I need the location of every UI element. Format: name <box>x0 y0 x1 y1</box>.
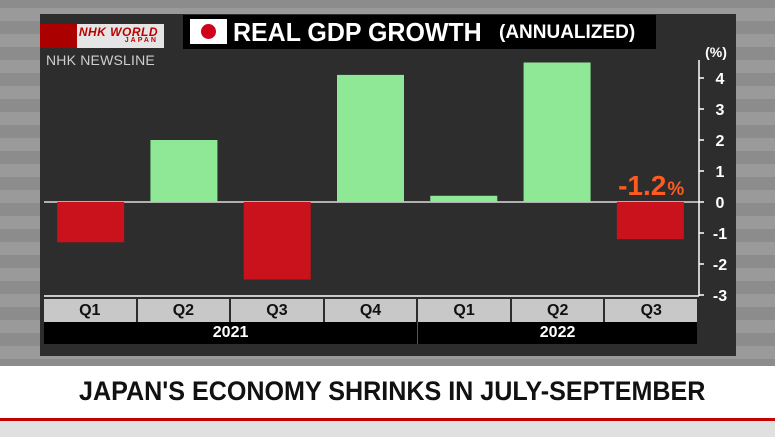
quarter-label: Q3 <box>605 299 698 322</box>
y-axis-unit-label: (%) <box>705 44 727 60</box>
quarter-label: Q4 <box>324 299 417 322</box>
headline-text: JAPAN'S ECONOMY SHRINKS IN JULY-SEPTEMBE… <box>79 376 706 406</box>
y-tick-label: 1 <box>716 164 725 181</box>
chart-title-qualifier: (ANNUALIZED) <box>499 22 636 43</box>
gdp-bar <box>243 202 311 280</box>
quarter-label: Q2 <box>137 299 230 322</box>
logo-sub-text: JAPAN <box>124 37 158 44</box>
latest-value-callout-unit: % <box>667 179 684 200</box>
gdp-bar <box>616 202 684 240</box>
y-tick-label: 4 <box>716 71 725 88</box>
gdp-bar <box>337 74 404 202</box>
logo-main-text: NHK WORLD <box>78 25 158 39</box>
title-box <box>183 15 656 49</box>
gdp-bar <box>150 140 218 202</box>
y-tick-label: -3 <box>713 288 727 305</box>
headline-bar <box>0 366 775 418</box>
y-tick-label: 2 <box>716 133 725 150</box>
quarter-label: Q1 <box>44 299 136 322</box>
latest-value-callout: -1.2 <box>618 170 666 201</box>
gdp-bar <box>57 202 125 243</box>
bottom-band <box>0 421 775 437</box>
y-tick-label: 3 <box>716 102 725 119</box>
quarter-label-strip: Q1 Q2 Q3 Q4 Q1 Q2 Q3 <box>44 299 698 322</box>
gdp-bar <box>523 62 591 202</box>
y-tick-label: 0 <box>716 195 725 212</box>
year-label-strip: 2021 2022 <box>44 322 697 344</box>
quarter-label: Q1 <box>418 299 510 322</box>
year-label: 2021 <box>212 324 249 341</box>
japan-flag-icon <box>190 19 227 44</box>
quarter-label: Q2 <box>511 299 604 322</box>
chart-title: REAL GDP GROWTH <box>233 17 482 47</box>
flag-sun <box>201 24 216 39</box>
program-name: NHK NEWSLINE <box>46 52 155 68</box>
gdp-bar <box>430 195 498 202</box>
quarter-label: Q3 <box>231 299 323 322</box>
y-tick-label: -1 <box>713 226 727 243</box>
year-label: 2022 <box>417 322 697 344</box>
headline-accent-line <box>0 418 775 421</box>
nhk-world-logo: NHK WORLD JAPAN <box>40 24 164 48</box>
y-tick-label: -2 <box>713 257 727 274</box>
